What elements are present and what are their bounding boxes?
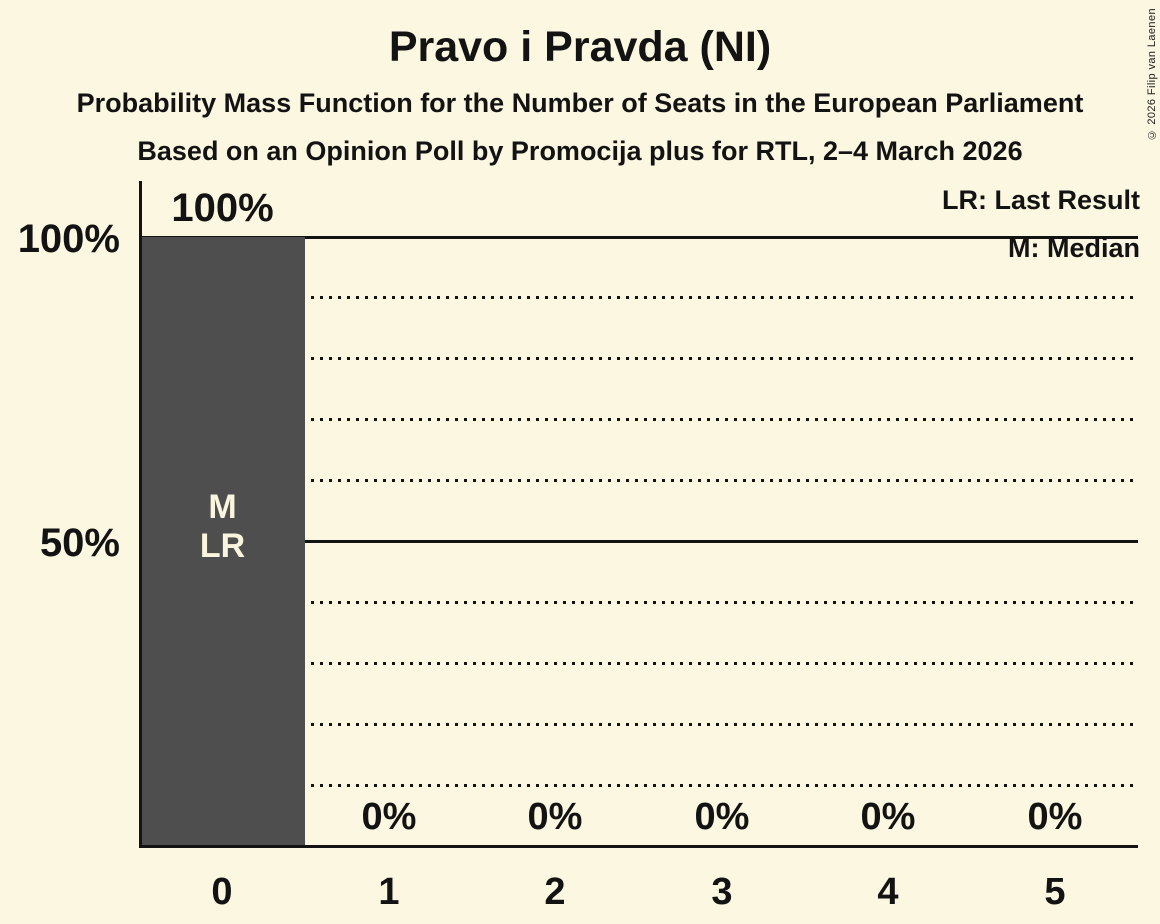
x-tick-label-5: 5 [1044,871,1066,913]
x-tick-label-2: 2 [544,871,566,913]
chart-source-note: Based on an Opinion Poll by Promocija pl… [137,136,1023,166]
chart-subtitle: Probability Mass Function for the Number… [76,88,1084,118]
gridline-40 [140,601,1138,604]
legend-median: M: Median [1008,233,1140,263]
gridline-10 [140,784,1138,787]
bar-annotation-median-lastresult: M LR [139,488,306,566]
last-result-marker: LR [199,527,246,565]
median-marker: M [208,488,237,526]
bar-value-label-5: 0% [1027,796,1083,838]
bar-value-label-2: 0% [527,796,583,838]
x-tick-label-1: 1 [378,871,400,913]
x-tick-label-4: 4 [877,871,899,913]
y-axis-line [139,181,142,847]
bar-value-label-4: 0% [860,796,916,838]
bar-value-label-3: 0% [694,796,750,838]
gridline-50 [140,540,1138,543]
bar-seats-0 [140,237,305,847]
gridline-100 [140,236,1138,239]
y-axis-label-100: 100% [17,217,120,261]
bar-value-label-1: 0% [361,796,417,838]
gridline-60 [140,479,1138,482]
chart-title: Pravo i Pravda (NI) [388,23,772,71]
x-tick-label-0: 0 [211,871,233,913]
gridline-80 [140,357,1138,360]
legend-last-result: LR: Last Result [941,185,1140,215]
gridline-70 [140,418,1138,421]
copyright-note: © 2026 Filip van Laenen [1146,8,1158,141]
x-tick-label-3: 3 [711,871,733,913]
x-axis-line [139,845,1138,848]
gridline-30 [140,662,1138,665]
gridline-20 [140,723,1138,726]
gridline-90 [140,296,1138,299]
bar-value-label-0: 100% [171,186,274,230]
y-axis-label-50: 50% [39,521,120,565]
